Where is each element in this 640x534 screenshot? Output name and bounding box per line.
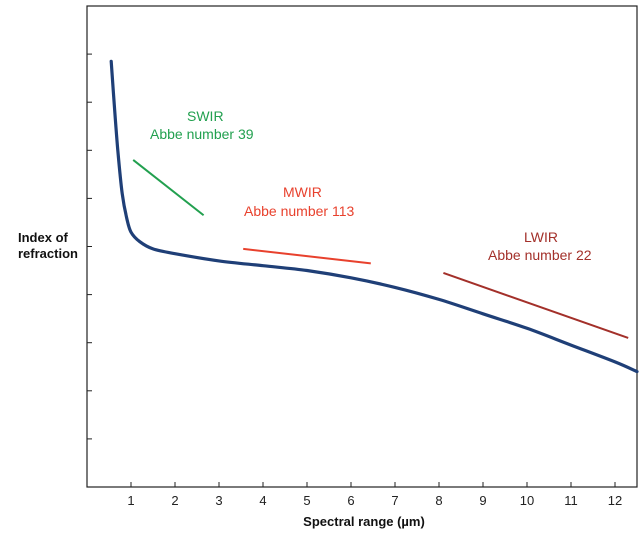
y-axis-label-line-2: refraction (18, 246, 78, 261)
lwir-slope-line (443, 272, 629, 339)
x-tick-label: 12 (608, 493, 622, 508)
plot-area: 1 2 3 4 5 6 7 8 9 10 11 12 (86, 5, 639, 508)
swir-label: SWIR (187, 108, 224, 124)
lwir-abbe-label: Abbe number 22 (488, 247, 592, 263)
x-tick-label: 10 (520, 493, 534, 508)
x-tick-label: 3 (215, 493, 222, 508)
x-tick-label: 6 (347, 493, 354, 508)
x-tick-label: 7 (391, 493, 398, 508)
swir-slope-line (132, 159, 205, 217)
x-tick-label: 5 (303, 493, 310, 508)
mwir-abbe-label: Abbe number 113 (244, 203, 354, 219)
swir-abbe-label: Abbe number 39 (150, 126, 254, 142)
x-tick-label: 4 (259, 493, 266, 508)
x-tick-label: 9 (479, 493, 486, 508)
x-tick-label: 11 (564, 493, 578, 508)
x-tick-label: 8 (435, 493, 442, 508)
x-tick-label: 2 (171, 493, 178, 508)
y-axis-label-line-1: Index of (18, 230, 69, 245)
refractive-index-curve (109, 59, 639, 374)
mwir-slope-line (243, 247, 371, 265)
mwir-label: MWIR (283, 184, 322, 200)
x-tick-label: 1 (127, 493, 134, 508)
lwir-label: LWIR (524, 229, 558, 245)
x-axis-label: Spectral range (µm) (303, 514, 425, 529)
